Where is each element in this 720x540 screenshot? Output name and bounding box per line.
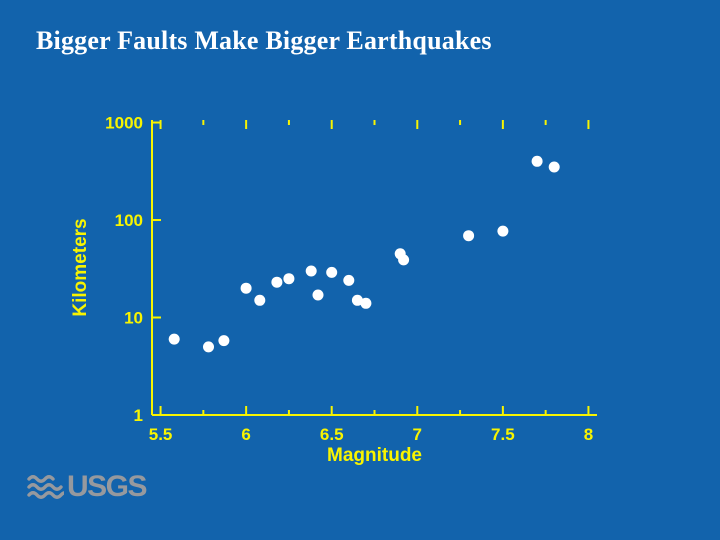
y-tick-label: 10 (124, 309, 143, 328)
data-point (312, 289, 324, 301)
y-axis-label: Kilometers (70, 218, 91, 316)
usgs-wave-icon (27, 475, 64, 499)
data-point (497, 225, 509, 237)
data-point (240, 282, 252, 294)
data-point (548, 161, 560, 173)
data-point (218, 335, 230, 347)
data-point (168, 333, 180, 345)
x-tick-label: 6 (241, 425, 250, 444)
y-tick-label: 100 (115, 211, 143, 230)
data-point (271, 276, 283, 288)
x-axis-label: Magnitude (327, 445, 422, 466)
data-point (343, 274, 355, 286)
usgs-logo: USGS (26, 470, 148, 503)
slide-title: Bigger Faults Make Bigger Earthquakes (36, 26, 492, 55)
data-point (360, 297, 372, 309)
x-tick-label: 7 (413, 425, 422, 444)
x-tick-label: 6.5 (320, 425, 344, 444)
data-point (203, 341, 214, 353)
data-point (531, 155, 543, 167)
x-tick-label: 5.5 (149, 425, 173, 444)
y-tick-label: 1000 (105, 114, 143, 133)
data-point (351, 294, 363, 306)
x-tick-label: 8 (584, 425, 593, 444)
y-tick-label: 1 (134, 406, 143, 425)
data-point (283, 273, 295, 285)
data-point (398, 254, 410, 266)
data-point (305, 265, 317, 277)
data-point (326, 266, 338, 278)
data-point (463, 230, 475, 242)
usgs-logo-text: USGS (67, 470, 148, 503)
x-tick-label: 7.5 (491, 425, 515, 444)
data-point (254, 294, 266, 306)
